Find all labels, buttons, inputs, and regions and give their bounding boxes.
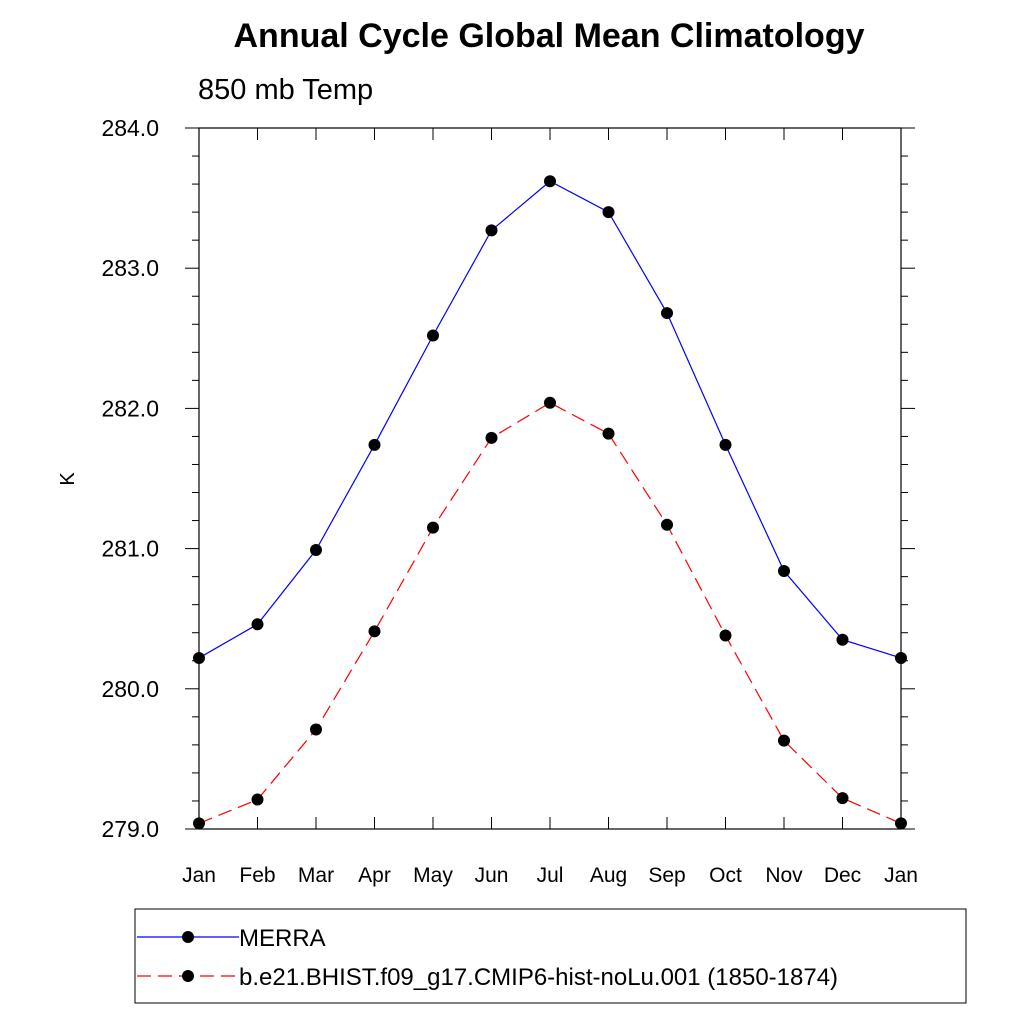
data-point <box>251 618 264 631</box>
data-point <box>544 396 556 409</box>
legend-box <box>134 908 967 1004</box>
data-point <box>661 518 673 531</box>
series-markers <box>193 175 907 830</box>
legend-label: b.e21.BHIST.f09_g17.CMIP6-hist-noLu.001 … <box>239 964 838 991</box>
y-tick-label: 279.0 <box>101 816 159 842</box>
data-point <box>544 175 556 188</box>
data-point <box>485 431 498 444</box>
y-axis-label: K <box>57 472 79 486</box>
legend: MERRA b.e21.BHIST.f09_g17.CMIP6-hist-noLu… <box>134 908 967 1004</box>
x-tick-label: Oct <box>709 864 742 887</box>
x-tick-label: Mar <box>298 864 334 887</box>
legend-label: MERRA <box>239 925 326 952</box>
data-point <box>836 792 849 805</box>
series-line <box>198 402 902 824</box>
data-point <box>427 329 439 342</box>
y-tick-label: 283.0 <box>101 255 159 281</box>
legend-marker <box>182 931 194 943</box>
data-point <box>251 793 264 806</box>
x-tick-labels: Jan Feb Mar Apr May Jun Jul Aug Sep Oct Nov Dec Jan <box>182 864 918 887</box>
x-tick-label: Aug <box>590 864 627 887</box>
x-tick-label: Sep <box>648 864 685 887</box>
legend-marker <box>182 970 194 982</box>
x-tick-label: Feb <box>239 864 275 887</box>
x-tick-label: Jan <box>182 864 216 887</box>
y-tick-label: 282.0 <box>101 395 159 421</box>
y-tick-label: 284.0 <box>101 115 159 141</box>
data-point <box>310 544 322 557</box>
data-point <box>661 307 673 320</box>
data-point <box>368 625 381 638</box>
data-point <box>836 633 849 646</box>
x-tick-label: Jan <box>884 864 918 887</box>
x-tick-label: Jul <box>537 864 564 887</box>
data-point <box>485 224 498 237</box>
y-tick-labels: 279.0 280.0 281.0 282.0 283.0 284.0 <box>101 115 159 842</box>
series-lines <box>198 180 902 824</box>
x-tick-label: May <box>413 864 453 887</box>
x-tick-label: Dec <box>824 864 861 887</box>
data-point <box>602 427 615 440</box>
data-point <box>778 565 790 578</box>
chart-subtitle: 850 mb Temp <box>198 74 373 106</box>
y-tick-label: 281.0 <box>101 536 159 562</box>
x-tick-label: Nov <box>765 864 803 887</box>
data-point <box>368 438 381 451</box>
chart-title: Annual Cycle Global Mean Climatology <box>234 17 865 55</box>
y-tick-label: 280.0 <box>101 676 159 702</box>
data-point <box>778 734 790 747</box>
data-point <box>427 521 439 534</box>
axis-ticks <box>185 127 915 830</box>
plot-frame <box>198 127 902 830</box>
data-point <box>310 723 322 736</box>
series-line <box>198 180 902 659</box>
x-tick-label: Apr <box>358 864 391 887</box>
x-tick-label: Jun <box>475 864 509 887</box>
data-point <box>602 206 615 219</box>
data-point <box>719 438 732 451</box>
data-point <box>719 629 732 642</box>
